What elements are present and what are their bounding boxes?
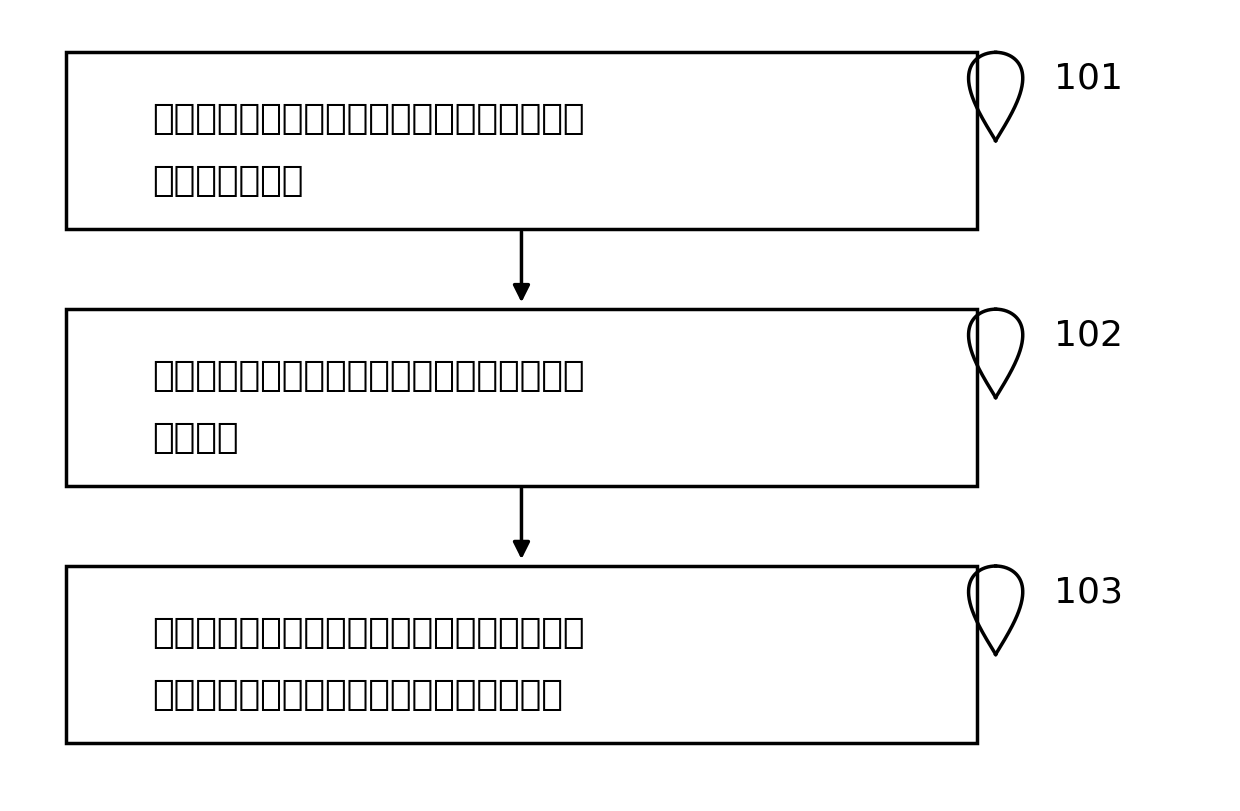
Text: 基于所述测量平面的气动力计算所述测量平面: 基于所述测量平面的气动力计算所述测量平面: [153, 359, 584, 393]
Text: 基于所述测量平面上的压强和气动力计算公式: 基于所述测量平面上的压强和气动力计算公式: [153, 616, 584, 650]
Text: ，得到预设速度下所述来流大气的阻力系数: ，得到预设速度下所述来流大气的阻力系数: [153, 678, 563, 712]
Text: 上的压强: 上的压强: [153, 421, 238, 455]
Bar: [66, 566, 977, 743]
Bar: [66, 53, 977, 229]
Text: 测量预设入射角的来流大气在预设速度下对测: 测量预设入射角的来流大气在预设速度下对测: [153, 102, 584, 136]
Text: 103: 103: [1054, 576, 1122, 610]
Bar: [66, 309, 977, 486]
Text: 101: 101: [1054, 62, 1122, 96]
Text: 102: 102: [1054, 319, 1122, 353]
Text: 量平面的气动力: 量平面的气动力: [153, 165, 304, 198]
